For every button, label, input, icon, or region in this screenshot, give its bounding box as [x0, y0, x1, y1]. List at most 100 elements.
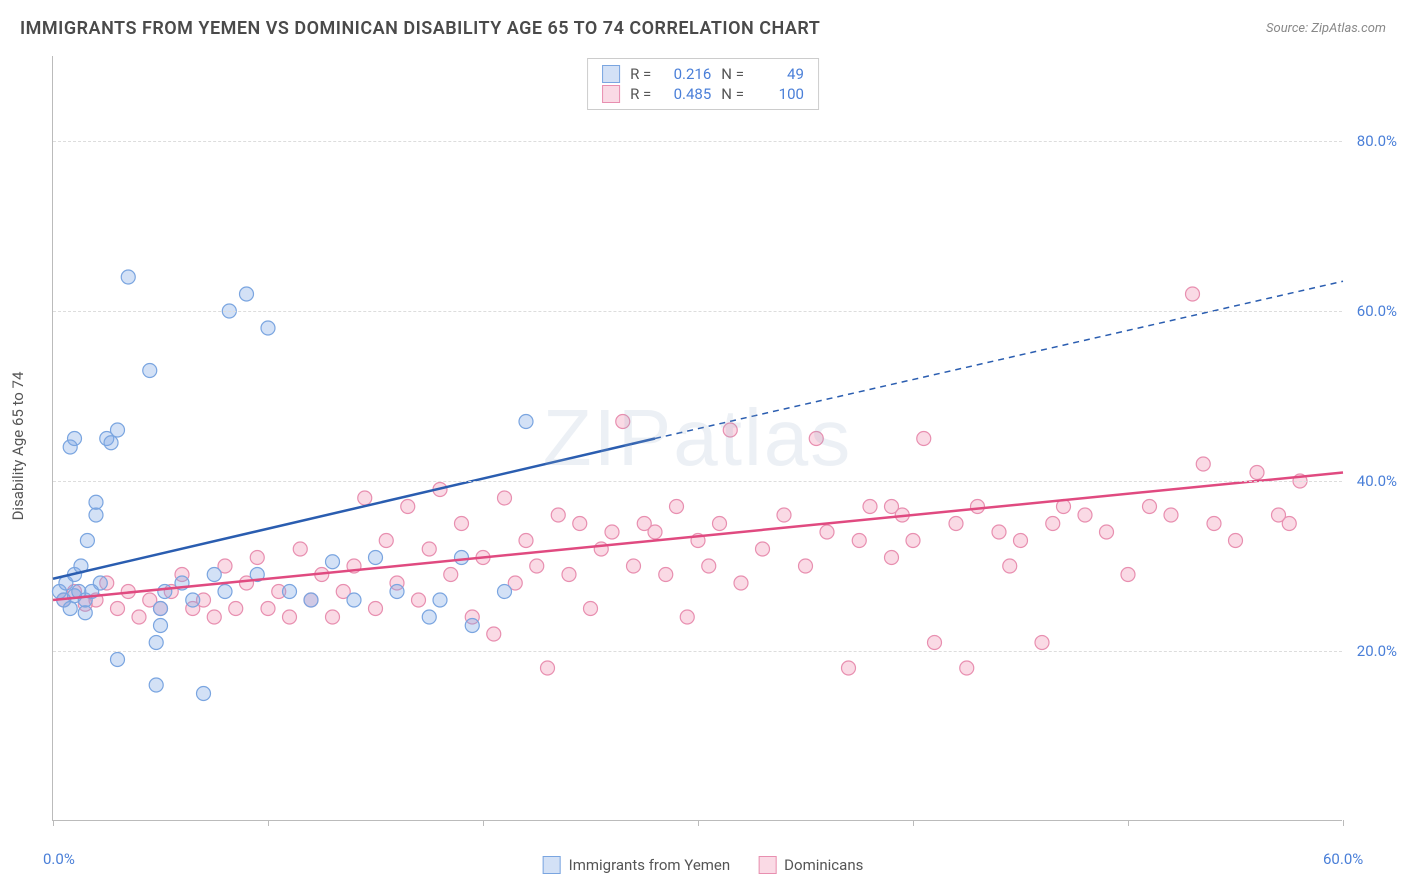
- data-point-yemen: [218, 585, 232, 599]
- data-point-dominican: [1196, 457, 1210, 471]
- data-point-dominican: [1078, 508, 1092, 522]
- data-point-yemen: [63, 602, 77, 616]
- x-tick: [698, 820, 699, 826]
- data-point-dominican: [648, 525, 662, 539]
- data-point-dominican: [379, 534, 393, 548]
- data-point-dominican: [293, 542, 307, 556]
- data-point-yemen: [68, 432, 82, 446]
- n-label: N =: [721, 65, 744, 83]
- data-point-yemen: [158, 585, 172, 599]
- data-point-dominican: [605, 525, 619, 539]
- plot-area: ZIPatlas 20.0%40.0%60.0%80.0%0.0%60.0%: [52, 56, 1342, 821]
- data-point-dominican: [541, 661, 555, 675]
- y-tick-label: 20.0%: [1357, 642, 1397, 660]
- data-point-dominican: [369, 602, 383, 616]
- data-point-dominican: [616, 415, 630, 429]
- data-point-dominican: [584, 602, 598, 616]
- data-point-dominican: [820, 525, 834, 539]
- data-point-dominican: [1282, 517, 1296, 531]
- data-point-yemen: [89, 495, 103, 509]
- data-point-yemen: [154, 619, 168, 633]
- data-point-dominican: [1121, 568, 1135, 582]
- x-tick: [913, 820, 914, 826]
- data-point-dominican: [1186, 287, 1200, 301]
- data-point-dominican: [680, 610, 694, 624]
- x-tick: [483, 820, 484, 826]
- swatch-yemen: [543, 856, 561, 874]
- gridline: [53, 651, 1342, 652]
- r-label: R =: [630, 65, 651, 83]
- r-value-yemen: 0.216: [661, 65, 711, 83]
- data-point-yemen: [422, 610, 436, 624]
- data-point-dominican: [670, 500, 684, 514]
- data-point-dominican: [250, 551, 264, 565]
- legend-item-yemen: Immigrants from Yemen: [543, 856, 731, 874]
- data-point-dominican: [971, 500, 985, 514]
- data-point-yemen: [465, 619, 479, 633]
- data-point-dominican: [401, 500, 415, 514]
- gridline: [53, 311, 1342, 312]
- data-point-dominican: [809, 432, 823, 446]
- data-point-yemen: [149, 678, 163, 692]
- legend-label-yemen: Immigrants from Yemen: [569, 856, 731, 874]
- data-point-yemen: [326, 555, 340, 569]
- data-point-dominican: [885, 551, 899, 565]
- data-point-yemen: [149, 636, 163, 650]
- data-point-dominican: [1046, 517, 1060, 531]
- r-value-dominican: 0.485: [661, 85, 711, 103]
- data-point-dominican: [852, 534, 866, 548]
- data-point-yemen: [143, 364, 157, 378]
- y-tick-label: 40.0%: [1357, 472, 1397, 490]
- data-point-dominican: [412, 593, 426, 607]
- data-point-yemen: [261, 321, 275, 335]
- data-point-dominican: [713, 517, 727, 531]
- n-label: N =: [721, 85, 744, 103]
- data-point-dominican: [422, 542, 436, 556]
- data-point-dominican: [229, 602, 243, 616]
- data-point-dominican: [960, 661, 974, 675]
- x-tick-label: 60.0%: [1323, 850, 1363, 868]
- legend-item-dominican: Dominicans: [758, 856, 863, 874]
- data-point-yemen: [455, 551, 469, 565]
- data-point-dominican: [723, 423, 737, 437]
- data-point-dominican: [949, 517, 963, 531]
- data-point-yemen: [80, 534, 94, 548]
- data-point-dominican: [1207, 517, 1221, 531]
- data-point-yemen: [207, 568, 221, 582]
- data-point-yemen: [498, 585, 512, 599]
- correlation-legend: R = 0.216 N = 49 R = 0.485 N = 100: [587, 58, 819, 110]
- data-point-dominican: [1100, 525, 1114, 539]
- data-point-yemen: [93, 576, 107, 590]
- data-point-dominican: [627, 559, 641, 573]
- y-tick-label: 60.0%: [1357, 302, 1397, 320]
- data-point-dominican: [917, 432, 931, 446]
- legend-label-dominican: Dominicans: [784, 856, 863, 874]
- data-point-dominican: [842, 661, 856, 675]
- chart-title: IMMIGRANTS FROM YEMEN VS DOMINICAN DISAB…: [20, 18, 820, 39]
- trendline-dominican: [53, 473, 1343, 601]
- data-point-dominican: [358, 491, 372, 505]
- data-point-dominican: [863, 500, 877, 514]
- n-value-dominican: 100: [754, 85, 804, 103]
- data-point-yemen: [369, 551, 383, 565]
- swatch-dominican: [602, 85, 620, 103]
- data-point-dominican: [283, 610, 297, 624]
- data-point-dominican: [1143, 500, 1157, 514]
- gridline: [53, 141, 1342, 142]
- data-point-dominican: [132, 610, 146, 624]
- series-legend: Immigrants from Yemen Dominicans: [543, 856, 864, 874]
- data-point-dominican: [777, 508, 791, 522]
- data-point-dominican: [1014, 534, 1028, 548]
- data-point-dominican: [551, 508, 565, 522]
- data-point-dominican: [1250, 466, 1264, 480]
- data-point-dominican: [562, 568, 576, 582]
- x-tick: [268, 820, 269, 826]
- data-point-dominican: [487, 627, 501, 641]
- x-tick-label: 0.0%: [43, 850, 75, 868]
- x-tick: [1128, 820, 1129, 826]
- data-point-yemen: [197, 687, 211, 701]
- gridline: [53, 481, 1342, 482]
- legend-row-yemen: R = 0.216 N = 49: [602, 64, 804, 84]
- data-point-dominican: [992, 525, 1006, 539]
- data-point-dominican: [702, 559, 716, 573]
